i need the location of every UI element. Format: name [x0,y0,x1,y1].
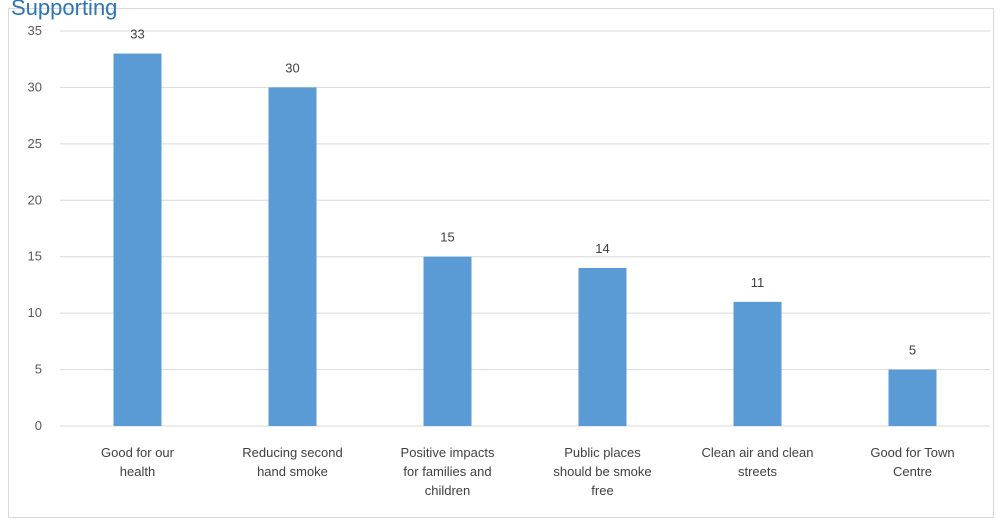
y-tick-label: 30 [28,79,42,94]
data-label: 11 [751,275,765,290]
data-label: 30 [285,60,299,75]
category-label: Good for Town Centre [870,445,954,479]
y-axis-ticks: 0 5 10 15 20 25 30 35 [28,23,42,433]
bar [113,53,162,426]
data-label: 14 [595,241,609,256]
y-tick-label: 5 [35,362,42,377]
category-label: Public places should be smoke free [553,445,651,498]
bar [888,369,937,426]
category-label: Positive impacts for families and children [401,445,495,498]
chart-frame: Supporting [8,0,994,518]
chart-title-fragment: Supporting [11,0,118,20]
bar [268,87,317,426]
bar [423,256,472,426]
y-tick-label: 10 [28,305,42,320]
y-tick-label: 15 [28,249,42,264]
y-tick-label: 25 [28,136,42,151]
data-labels: 33 30 15 14 11 5 [130,27,916,358]
y-tick-label: 20 [28,192,42,207]
category-label: Reducing second hand smoke [242,445,342,479]
y-tick-label: 35 [28,23,42,38]
data-label: 33 [130,27,144,42]
gridlines [60,30,990,427]
y-tick-label: 0 [35,418,42,433]
bar [578,268,627,426]
category-label: Good for our health [101,445,175,479]
data-label: 15 [440,230,454,245]
category-labels: Good for our health Reducing second hand sm… [101,445,955,498]
category-label: Clean air and clean streets [701,445,813,479]
bars [113,53,937,426]
data-label: 5 [909,343,916,358]
bar [733,301,782,426]
